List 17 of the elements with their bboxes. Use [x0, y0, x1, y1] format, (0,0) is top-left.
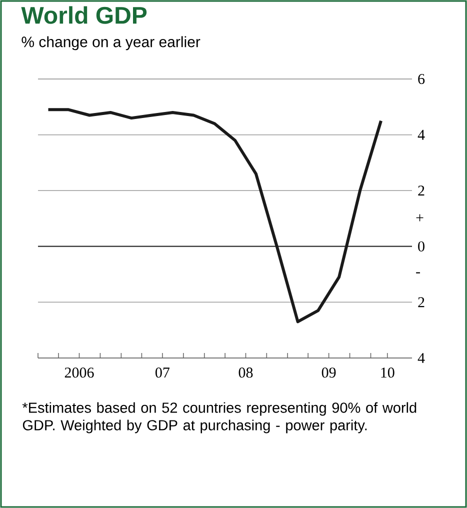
x-tick-label: 07 [156, 368, 170, 378]
y-tick-label: 0 [418, 241, 424, 252]
text: - [416, 272, 420, 274]
y-tick-label: 6 [418, 74, 425, 84]
y-tick-label: 4 [418, 130, 425, 140]
line-series [46, 108, 382, 324]
x-tick-label: 10 [381, 368, 394, 378]
x-tick-label: 2006 [64, 368, 94, 378]
chart-subtitle: % change on a year earlier [22, 36, 200, 50]
y-tick-label: 2 [418, 186, 424, 196]
x-tick-label: 09 [322, 368, 336, 378]
text: *Estimates based on 52 countries representing 90% of world GDP. Weighted by GDP at purchasing - power parity. [22, 402, 416, 434]
y-tick-label: 4 [418, 353, 425, 363]
text: + [416, 214, 424, 222]
chart-title: World GDP [21, 6, 147, 24]
y-tick-label: 2 [418, 297, 424, 308]
x-tick-label: 08 [238, 368, 253, 378]
